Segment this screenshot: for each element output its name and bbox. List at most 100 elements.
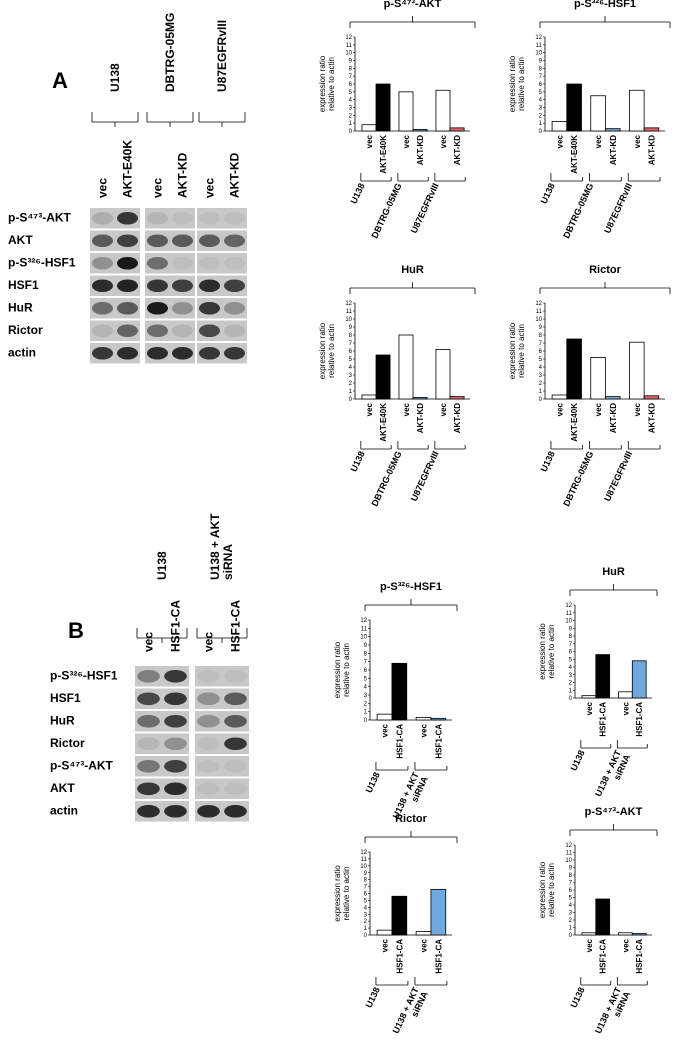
y-axis-label: expression ratiorelative to actin xyxy=(538,623,556,680)
y-axis-label-line: relative to actin xyxy=(327,57,336,111)
group-label-line: DBTRG-05MG xyxy=(561,182,595,240)
y-tick-label: 6 xyxy=(569,650,573,656)
bar xyxy=(595,654,611,699)
y-tick-label: 10 xyxy=(360,864,367,870)
y-tick-label: 2 xyxy=(349,113,353,119)
y-tick-label: 5 xyxy=(349,357,353,363)
y-tick-label: 11 xyxy=(361,857,368,863)
y-tick-label: 5 xyxy=(364,898,368,904)
y-tick-label: 2 xyxy=(539,381,543,387)
category-label: vec xyxy=(439,402,448,416)
blot-band xyxy=(117,346,138,360)
blot-row-label: p-S³²⁶-HSF1 xyxy=(8,256,76,270)
blot-row-label: Rictor xyxy=(8,323,43,337)
y-tick-label: 8 xyxy=(349,66,353,72)
y-axis-label-line: relative to actin xyxy=(342,867,351,921)
blot-band xyxy=(147,301,168,315)
y-tick-label: 2 xyxy=(569,918,573,924)
chart-title: HuR xyxy=(401,264,424,276)
group-label-line: U138 xyxy=(364,986,382,1010)
y-axis-label: expression ratiorelative to actin xyxy=(318,322,336,379)
cell-line-label: U138 xyxy=(108,63,122,92)
y-axis-label: expression ratiorelative to actin xyxy=(318,55,336,112)
category-label: vec xyxy=(594,402,603,416)
y-tick-label: 3 xyxy=(349,373,353,379)
blot-band xyxy=(164,669,187,683)
blot-row-label: p-S⁴⁷³-AKT xyxy=(50,759,114,773)
blot-row-label: p-S³²⁶-HSF1 xyxy=(50,669,118,683)
group-label-line: DBTRG-05MG xyxy=(369,450,403,508)
blot-row-label: HSF1 xyxy=(50,691,81,705)
y-tick-label: 0 xyxy=(349,397,353,403)
blot-band xyxy=(137,759,160,773)
blot-row-label: actin xyxy=(50,804,78,818)
y-tick-label: 7 xyxy=(364,660,368,666)
y-axis-label-line: relative to actin xyxy=(517,324,526,378)
chart-title: p-S⁴⁷³-AKT xyxy=(384,0,442,10)
chart-title: Rictor xyxy=(395,813,428,825)
group-label-line: U87EGFRvIII xyxy=(409,450,441,503)
blot-band xyxy=(224,782,247,796)
bar xyxy=(415,931,432,936)
blot-band xyxy=(224,256,245,270)
blot-band xyxy=(224,714,247,728)
blot-band xyxy=(164,782,187,796)
bar xyxy=(551,121,568,132)
y-tick-label: 11 xyxy=(536,309,543,315)
y-tick-label: 1 xyxy=(364,926,368,932)
y-axis-label-line: relative to actin xyxy=(327,324,336,378)
bar xyxy=(430,888,447,936)
group-label: U87EGFRvIII xyxy=(409,450,441,503)
bar xyxy=(595,898,611,936)
group-label-line: U138 xyxy=(349,450,367,474)
category-label: HSF1-CA xyxy=(395,724,404,759)
y-tick-label: 7 xyxy=(569,642,573,648)
y-tick-label: 0 xyxy=(349,129,353,135)
y-tick-label: 3 xyxy=(364,912,368,918)
y-tick-label: 10 xyxy=(535,317,542,323)
y-axis-label-line: expression ratio xyxy=(318,322,327,379)
bar xyxy=(376,713,393,721)
y-axis-label: expression ratiorelative to actin xyxy=(508,55,526,112)
blot-band xyxy=(147,234,168,248)
y-tick-label: 7 xyxy=(349,341,353,347)
blot-strip xyxy=(195,666,249,687)
y-tick-label: 9 xyxy=(569,866,573,872)
bar xyxy=(581,932,597,936)
y-tick-label: 9 xyxy=(539,59,543,65)
blot-band xyxy=(147,256,168,270)
group-label: U138 xyxy=(349,450,367,474)
y-axis-label-line: relative to actin xyxy=(547,625,556,679)
blot-band xyxy=(224,804,247,818)
bar xyxy=(375,354,391,400)
y-tick-label: 8 xyxy=(569,634,573,640)
blot-strip xyxy=(197,253,247,274)
y-axis-label-line: relative to actin xyxy=(547,863,556,917)
category-label: AKT-KD xyxy=(416,135,425,165)
blot-band xyxy=(137,714,160,728)
blot-band xyxy=(147,279,168,293)
y-tick-label: 5 xyxy=(364,676,368,682)
y-tick-label: 0 xyxy=(539,397,543,403)
blot-band xyxy=(92,324,113,338)
group-label-line: U138 xyxy=(539,450,557,474)
blot-band xyxy=(197,692,220,706)
y-tick-label: 8 xyxy=(539,66,543,72)
category-label: vec xyxy=(439,134,448,148)
y-tick-label: 10 xyxy=(565,619,572,625)
blot-band xyxy=(137,669,160,683)
group-label-line: U87EGFRvIII xyxy=(602,450,634,503)
category-label: vec xyxy=(621,701,630,715)
y-tick-label: 4 xyxy=(539,98,543,104)
group-label: U138 xyxy=(364,986,382,1010)
y-tick-label: 3 xyxy=(569,673,573,679)
y-tick-label: 7 xyxy=(539,74,543,80)
bar xyxy=(581,695,597,699)
chart-title: p-S³²⁶-HSF1 xyxy=(380,581,442,593)
category-label: vec xyxy=(633,134,642,148)
blot-band xyxy=(92,256,113,270)
blot-strip xyxy=(195,778,249,799)
y-tick-label: 5 xyxy=(539,357,543,363)
bar xyxy=(605,396,621,400)
